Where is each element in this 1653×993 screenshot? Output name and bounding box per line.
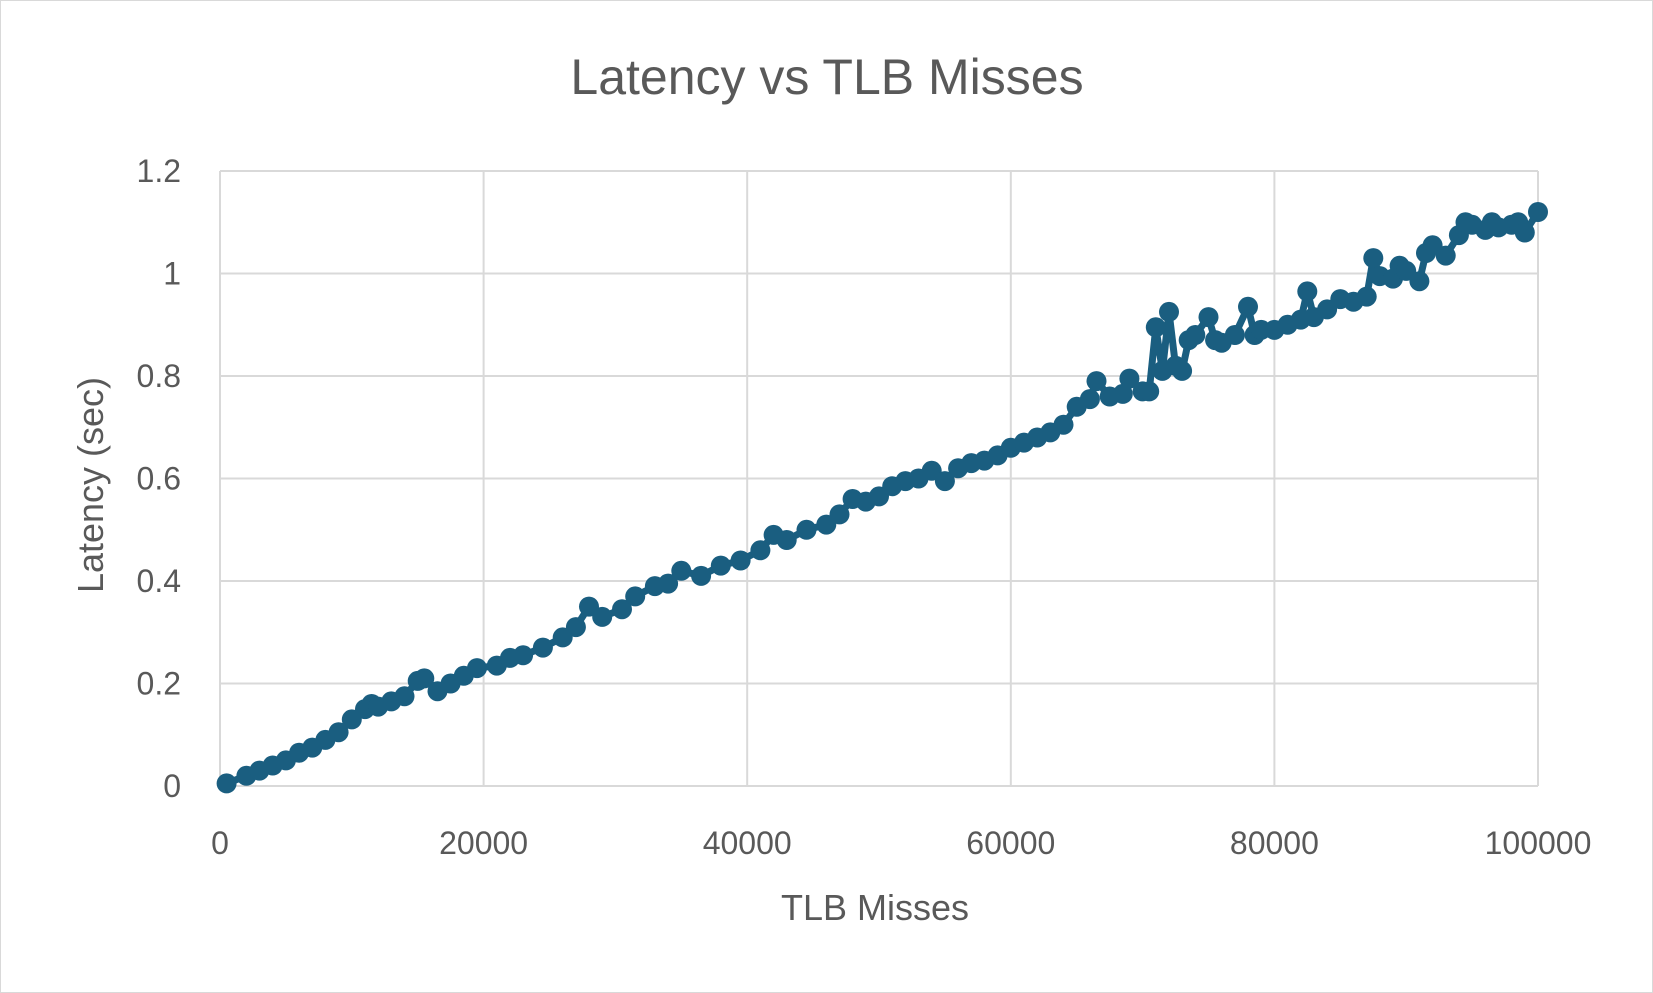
data-point [1053, 414, 1074, 435]
data-point [467, 658, 487, 679]
data-point [1185, 325, 1206, 345]
x-tick-label: 40000 [703, 825, 792, 861]
data-point [1086, 371, 1107, 392]
data-point [1435, 245, 1456, 266]
data-point [1224, 325, 1245, 345]
data-point [1528, 202, 1548, 222]
x-tick-label: 20000 [439, 825, 528, 861]
data-point [1198, 307, 1219, 328]
x-tick-label: 100000 [1485, 825, 1592, 861]
data-point [776, 530, 797, 550]
data-point [216, 773, 237, 794]
data-point [934, 471, 955, 492]
y-tick-label: 1.2 [137, 153, 181, 189]
x-tick-label: 60000 [966, 825, 1055, 861]
data-point [1514, 222, 1535, 243]
data-point [1172, 360, 1193, 381]
data-point [1159, 301, 1179, 322]
y-tick-label: 0.2 [137, 666, 181, 702]
data-point [829, 504, 850, 525]
series-layer [216, 202, 1548, 794]
data-point [658, 573, 679, 594]
data-point [612, 599, 632, 620]
x-tick-label: 80000 [1230, 825, 1319, 861]
data-point [1119, 368, 1140, 389]
data-point [394, 686, 415, 707]
data-point [414, 668, 435, 689]
grid-layer [219, 170, 1539, 787]
y-axis-label: Latency (sec) [70, 377, 111, 593]
data-point [1112, 383, 1133, 404]
data-point [750, 540, 771, 561]
tick-label-layer: 0 0.2 0.4 0.6 0.8 1 1.2 0 20000 40000 60000 80000 10… [137, 153, 1592, 861]
data-point [532, 637, 553, 658]
data-point [1356, 286, 1377, 307]
y-tick-label: 0.6 [137, 461, 181, 497]
data-point [1238, 296, 1258, 317]
data-point [1409, 271, 1430, 292]
data-point [513, 645, 534, 666]
data-point [328, 722, 349, 743]
data-point [565, 617, 586, 638]
data-point [1079, 389, 1100, 410]
data-point [1297, 281, 1318, 302]
data-point [625, 586, 646, 607]
data-point [796, 519, 817, 540]
chart-title: Latency vs TLB Misses [570, 49, 1083, 105]
data-point [671, 560, 692, 581]
data-point [1139, 381, 1160, 402]
y-tick-label: 0 [163, 768, 181, 804]
data-point [592, 606, 613, 627]
y-tick-label: 0.8 [137, 358, 181, 394]
data-point [1363, 248, 1384, 269]
data-point [710, 555, 731, 576]
x-tick-label: 0 [211, 825, 229, 861]
data-point [691, 565, 712, 586]
data-point [730, 550, 751, 571]
y-tick-label: 0.4 [137, 563, 181, 599]
y-tick-label: 1 [163, 256, 181, 292]
data-point [1145, 317, 1166, 338]
x-axis-label: TLB Misses [781, 887, 969, 928]
